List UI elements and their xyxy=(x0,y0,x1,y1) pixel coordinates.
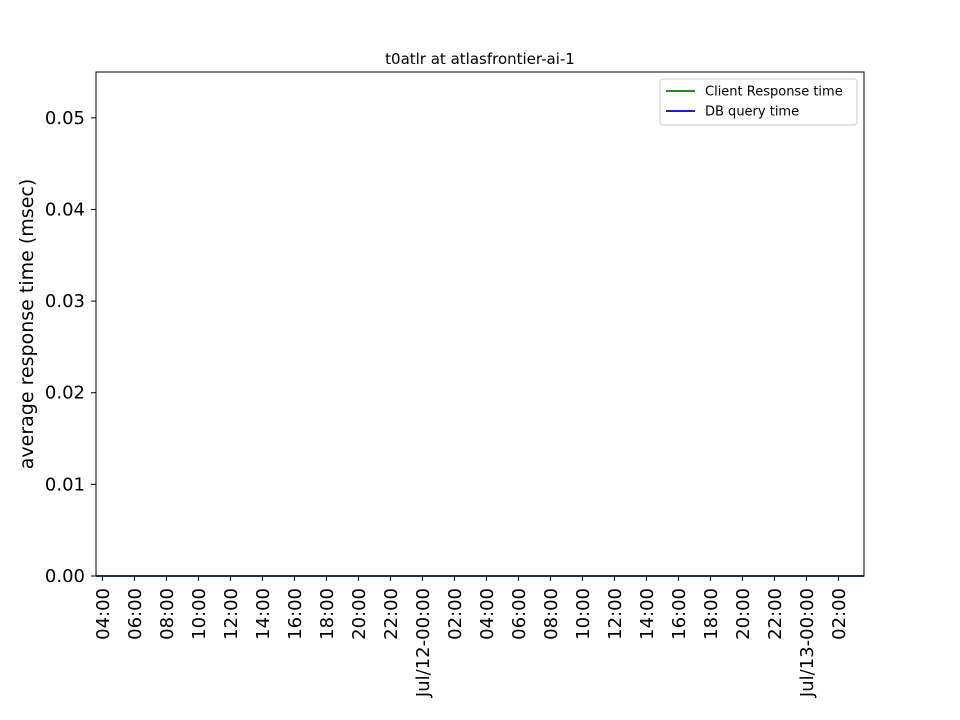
x-tick-label: 14:00 xyxy=(253,588,274,640)
x-tick-label: 18:00 xyxy=(317,588,338,640)
x-tick-label: 22:00 xyxy=(381,588,402,640)
y-tick-label: 0.02 xyxy=(45,383,85,404)
x-tick-label: Jul/12-00:00 xyxy=(413,588,434,698)
x-tick-label: 06:00 xyxy=(125,588,146,640)
x-tick-label: 02:00 xyxy=(445,588,466,640)
x-tick-label: 08:00 xyxy=(157,588,178,640)
y-tick-label: 0.00 xyxy=(45,566,85,587)
x-tick-label: 14:00 xyxy=(637,588,658,640)
x-axis-ticks: 04:00 06:00 08:00 10:00 12:00 14:00 16:00 18:00… xyxy=(93,576,850,698)
y-tick-label: 0.01 xyxy=(45,474,85,495)
chart-title: t0atlr at atlasfrontier-ai-1 xyxy=(385,50,575,68)
legend: Client Response time DB query time xyxy=(659,78,858,126)
x-tick-label: 04:00 xyxy=(477,588,498,640)
x-tick-label: 10:00 xyxy=(573,588,594,640)
x-tick-label: 08:00 xyxy=(541,588,562,640)
legend-box xyxy=(659,78,858,126)
x-tick-label: 12:00 xyxy=(221,588,242,640)
y-axis-label: average response time (msec) xyxy=(16,179,38,470)
legend-entry-label: Client Response time xyxy=(705,85,843,100)
x-tick-label: 18:00 xyxy=(701,588,722,640)
y-axis-ticks: 0.00 0.01 0.02 0.03 0.04 0.05 xyxy=(45,108,96,587)
x-tick-label: 20:00 xyxy=(349,588,370,640)
plot-frame xyxy=(95,71,865,577)
x-tick-label: 16:00 xyxy=(669,588,690,640)
x-tick-label: Jul/13-00:00 xyxy=(797,588,818,698)
y-tick-label: 0.04 xyxy=(45,199,85,220)
x-tick-label: 02:00 xyxy=(829,588,850,640)
x-tick-label: 12:00 xyxy=(605,588,626,640)
x-tick-label: 04:00 xyxy=(93,588,114,640)
x-tick-label: 10:00 xyxy=(189,588,210,640)
legend-entry-label: DB query time xyxy=(705,105,799,120)
y-tick-label: 0.03 xyxy=(45,291,85,312)
x-tick-label: 22:00 xyxy=(765,588,786,640)
x-tick-label: 16:00 xyxy=(285,588,306,640)
x-tick-label: 20:00 xyxy=(733,588,754,640)
y-tick-label: 0.05 xyxy=(45,108,85,129)
x-tick-label: 06:00 xyxy=(509,588,530,640)
